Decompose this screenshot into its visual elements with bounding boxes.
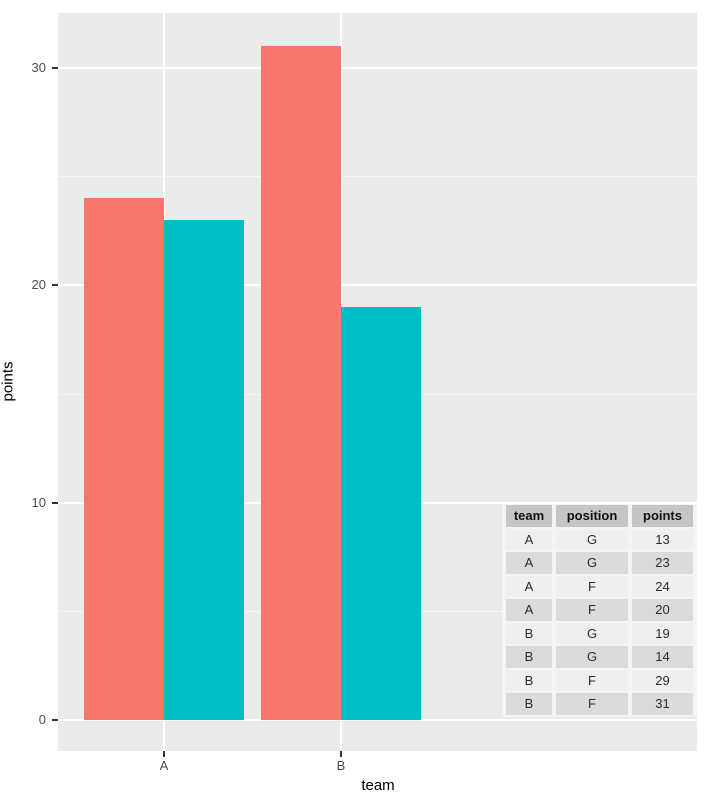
table-cell: G	[556, 552, 628, 574]
table-header-cell: points	[632, 505, 693, 527]
table-cell: A	[506, 528, 552, 550]
bar-B-F	[261, 45, 341, 720]
bar-A-F	[84, 198, 164, 720]
minor-gridline	[58, 176, 697, 178]
y-axis-title: points	[0, 361, 17, 402]
major-gridline	[58, 284, 697, 286]
table-header-row: team position points	[506, 505, 693, 527]
table-cell: B	[506, 669, 552, 691]
table-row: B G 14	[506, 646, 693, 668]
major-gridline	[58, 719, 697, 721]
table-row: B F 31	[506, 693, 693, 715]
y-tick-mark	[52, 284, 58, 286]
table-cell: G	[556, 646, 628, 668]
table-cell: G	[556, 528, 628, 550]
table-row: A F 24	[506, 575, 693, 597]
table-cell: G	[556, 622, 628, 644]
y-tick-mark	[52, 719, 58, 721]
y-tick-mark	[52, 501, 58, 504]
x-tick-mark	[163, 751, 165, 757]
table-row: B G 19	[506, 622, 693, 644]
plot-panel	[58, 13, 697, 751]
x-tick-label: B	[336, 758, 346, 773]
table-cell: 19	[632, 622, 693, 644]
major-gridline	[58, 66, 697, 69]
table-row: A G 23	[506, 552, 693, 574]
y-tick-label: 0	[38, 712, 46, 727]
table-cell: B	[506, 646, 552, 668]
y-tick-label: 30	[31, 59, 46, 75]
table-header-cell: team	[506, 505, 552, 527]
table-cell: F	[556, 693, 628, 715]
bar-B-G	[341, 306, 421, 720]
table-cell: A	[506, 599, 552, 621]
table-cell: F	[556, 575, 628, 597]
x-axis-title: team	[361, 777, 395, 794]
table-cell: F	[556, 669, 628, 691]
table-cell: A	[506, 575, 552, 597]
table-cell: F	[556, 599, 628, 621]
table-cell: 20	[632, 599, 693, 621]
table-cell: A	[506, 552, 552, 574]
data-table: team position points A G 13 A G 23 A F 24 A F 20 B G 19 B G…	[502, 503, 697, 717]
y-tick-mark	[52, 66, 58, 69]
table-cell: 13	[632, 528, 693, 550]
table-cell: 14	[632, 646, 693, 668]
y-tick-label: 20	[31, 277, 46, 292]
table-cell: 23	[632, 552, 693, 574]
x-tick-label: A	[159, 758, 169, 773]
table-row: A F 20	[506, 599, 693, 621]
table-cell: B	[506, 693, 552, 715]
table-cell: 24	[632, 575, 693, 597]
table-header-cell: position	[556, 505, 628, 527]
x-tick-mark	[340, 751, 342, 757]
table-cell: 31	[632, 693, 693, 715]
table-row: B F 29	[506, 669, 693, 691]
bar-A-G	[164, 219, 244, 720]
table-cell: B	[506, 622, 552, 644]
y-tick-label: 10	[31, 494, 46, 510]
table-cell: 29	[632, 669, 693, 691]
table-row: A G 13	[506, 528, 693, 550]
